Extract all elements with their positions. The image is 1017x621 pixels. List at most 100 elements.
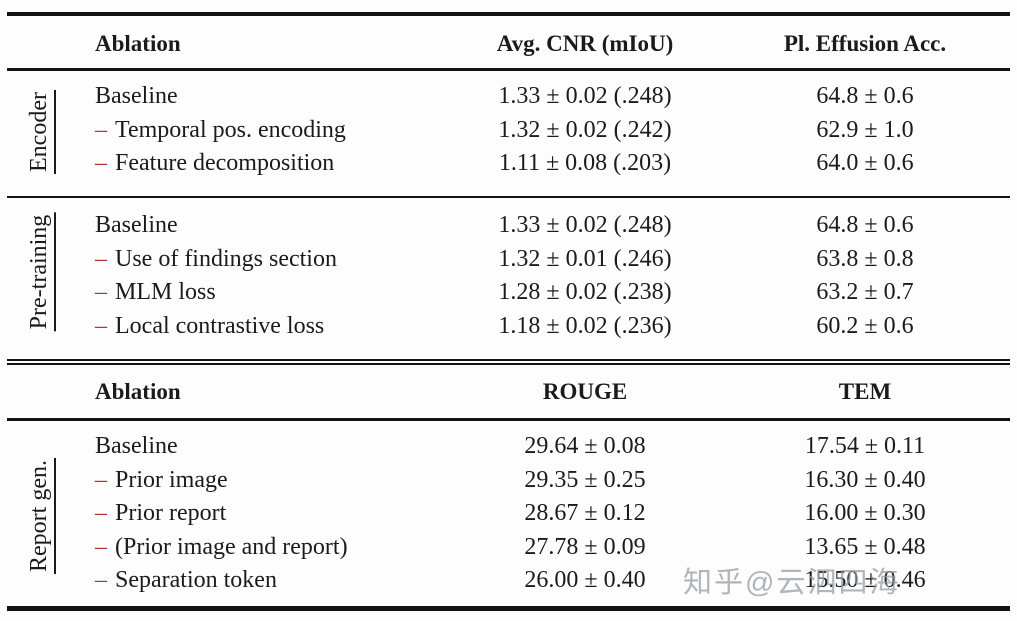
table1-header-effusion: Pl. Effusion Acc. [783, 31, 947, 56]
rouge-cell: 26.00 ± 0.40 [524, 567, 646, 593]
ablation-cell: Baseline [92, 430, 440, 464]
ablation-cell: – Prior report [92, 497, 440, 531]
table-row: – Separation token 26.00 ± 0.40 15.50 ± 0… [0, 564, 1017, 598]
minus-marker: – [95, 466, 107, 493]
table1-header-cnr: Avg. CNR (mIoU) [496, 31, 674, 56]
table2-header-tem: TEM [838, 379, 892, 404]
pretraining-section: Baseline 1.33 ± 0.02 (.248) 64.8 ± 0.6 –… [0, 209, 1017, 343]
spacer [0, 464, 92, 498]
table-row: – MLM loss 1.28 ± 0.02 (.238) 63.2 ± 0.7 [0, 276, 1017, 310]
ablation-cell: – Prior image [92, 464, 440, 498]
table-row: Baseline 1.33 ± 0.02 (.248) 64.8 ± 0.6 [0, 80, 1017, 114]
minus-marker: – [95, 150, 107, 176]
spacer [0, 243, 92, 277]
spacer [0, 26, 92, 62]
rouge-cell: 29.35 ± 0.25 [524, 466, 646, 493]
table1-header-ablation: Ablation [95, 31, 181, 56]
rouge-cell: 29.64 ± 0.08 [524, 433, 646, 459]
spacer [0, 209, 92, 243]
table-row: – Local contrastive loss 1.18 ± 0.02 (.23… [0, 310, 1017, 344]
effusion-cell: 63.8 ± 0.8 [816, 245, 914, 272]
ablation-label: Local contrastive loss [115, 312, 325, 339]
minus-marker: – [95, 567, 107, 593]
table-row: – Temporal pos. encoding 1.32 ± 0.02 (.24… [0, 114, 1017, 148]
ablation-cell: – Temporal pos. encoding [92, 114, 440, 148]
table-row: Baseline 29.64 ± 0.08 17.54 ± 0.11 [0, 430, 1017, 464]
table-top-rule [7, 12, 1010, 16]
minus-marker: – [95, 500, 107, 526]
effusion-cell: 64.0 ± 0.6 [816, 150, 914, 176]
cnr-cell: 1.32 ± 0.02 (.242) [498, 116, 672, 143]
cnr-cell: 1.33 ± 0.02 (.248) [498, 83, 672, 109]
header1-bottom-rule [7, 68, 1010, 71]
spacer [0, 374, 92, 410]
table-row: – (Prior image and report) 27.78 ± 0.09 1… [0, 531, 1017, 565]
cnr-cell: 1.28 ± 0.02 (.238) [498, 279, 672, 305]
rouge-cell: 27.78 ± 0.09 [524, 533, 646, 560]
ablation-label: Use of findings section [115, 245, 337, 272]
ablation-cell: – Feature decomposition [92, 147, 440, 181]
spacer [0, 497, 92, 531]
effusion-cell: 63.2 ± 0.7 [816, 279, 914, 305]
ablation-cell: – Separation token [92, 564, 440, 598]
section-divider-rule [7, 196, 1010, 198]
spacer [0, 147, 92, 181]
table-split-rule [7, 361, 1010, 363]
minus-marker: – [95, 312, 107, 339]
ablation-cell: – Local contrastive loss [92, 310, 440, 344]
minus-marker: – [95, 245, 107, 272]
minus-marker: – [95, 533, 107, 560]
cnr-cell: 1.11 ± 0.08 (.203) [498, 150, 672, 176]
effusion-cell: 62.9 ± 1.0 [816, 116, 914, 143]
cnr-cell: 1.32 ± 0.01 (.246) [498, 245, 672, 272]
effusion-cell: 60.2 ± 0.6 [816, 312, 914, 339]
ablation-label: Prior report [115, 500, 227, 526]
table2-header-rouge: ROUGE [542, 379, 628, 404]
ablation-cell: Baseline [92, 80, 440, 114]
table-row: – Feature decomposition 1.11 ± 0.08 (.203… [0, 147, 1017, 181]
ablation-cell: – MLM loss [92, 276, 440, 310]
ablation-cell: – (Prior image and report) [92, 531, 440, 565]
table-row: – Use of findings section 1.32 ± 0.01 (.2… [0, 243, 1017, 277]
spacer [0, 80, 92, 114]
rouge-cell: 28.67 ± 0.12 [524, 500, 646, 526]
tem-cell: 16.30 ± 0.40 [804, 466, 926, 493]
table-row: – Prior image 29.35 ± 0.25 16.30 ± 0.40 [0, 464, 1017, 498]
table2-header-ablation: Ablation [95, 379, 181, 404]
tem-cell: 16.00 ± 0.30 [804, 500, 926, 526]
encoder-section: Baseline 1.33 ± 0.02 (.248) 64.8 ± 0.6 –… [0, 80, 1017, 181]
ablation-label: Separation token [115, 567, 277, 593]
spacer [0, 531, 92, 565]
table-bottom-rule [7, 606, 1010, 611]
table2-header-row: Ablation ROUGE TEM [0, 374, 1017, 410]
ablation-label: Feature decomposition [115, 150, 335, 176]
table-row: Baseline 1.33 ± 0.02 (.248) 64.8 ± 0.6 [0, 209, 1017, 243]
ablation-label: Temporal pos. encoding [115, 116, 346, 143]
spacer [0, 310, 92, 344]
ablation-label: Baseline [95, 212, 178, 238]
effusion-cell: 64.8 ± 0.6 [816, 212, 914, 238]
table-row: – Prior report 28.67 ± 0.12 16.00 ± 0.30 [0, 497, 1017, 531]
ablation-label: Baseline [95, 433, 178, 459]
tem-cell: 17.54 ± 0.11 [804, 433, 926, 459]
cnr-cell: 1.18 ± 0.02 (.236) [498, 312, 672, 339]
cnr-cell: 1.33 ± 0.02 (.248) [498, 212, 672, 238]
ablation-cell: Baseline [92, 209, 440, 243]
minus-marker: – [95, 116, 107, 143]
spacer [0, 564, 92, 598]
ablation-label: MLM loss [115, 279, 216, 305]
spacer [0, 430, 92, 464]
reportgen-section: Baseline 29.64 ± 0.08 17.54 ± 0.11 – Prio… [0, 430, 1017, 598]
ablation-label: Baseline [95, 83, 178, 109]
minus-marker: – [95, 279, 107, 305]
spacer [0, 276, 92, 310]
ablation-cell: – Use of findings section [92, 243, 440, 277]
ablation-label: (Prior image and report) [115, 533, 348, 560]
tem-cell: 13.65 ± 0.48 [804, 533, 926, 560]
spacer [0, 114, 92, 148]
effusion-cell: 64.8 ± 0.6 [816, 83, 914, 109]
header2-bottom-rule [7, 418, 1010, 421]
tem-cell: 15.50 ± 0.46 [804, 567, 926, 593]
ablation-label: Prior image [115, 466, 228, 493]
